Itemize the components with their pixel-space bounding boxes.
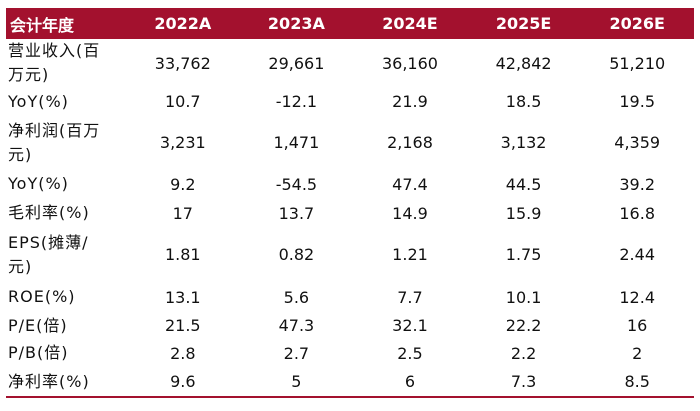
row-label: P/E(倍) xyxy=(8,315,68,335)
table-row: EPS(摊薄/元) 1.81 0.82 1.21 1.75 2.44 xyxy=(6,227,694,282)
value-cell: 21.9 xyxy=(392,92,428,111)
value-cell: 7.7 xyxy=(397,287,423,307)
row-label: ROE(%) xyxy=(8,287,76,306)
value-cell: 13.7 xyxy=(278,203,315,223)
header-cell: 2025E xyxy=(466,8,581,39)
value-cell: 39.2 xyxy=(619,174,655,194)
value-cell: 1.21 xyxy=(392,245,428,264)
table-row: YoY(%) 9.2 -54.5 47.4 44.5 39.2 xyxy=(6,169,694,199)
row-label-cell: YoY(%) xyxy=(6,169,126,199)
row-label: 营业收入(百万元) xyxy=(8,41,101,84)
row-label: EPS(摊薄/元) xyxy=(8,232,89,276)
value-cell: -54.5 xyxy=(275,174,318,194)
value-cell: 3,231 xyxy=(159,133,206,152)
value-cell: 51,210 xyxy=(609,53,666,73)
value-cell: 2.5 xyxy=(397,343,423,363)
value-cell: 2.44 xyxy=(619,245,655,264)
table-row: ROE(%) 13.1 5.6 7.7 10.1 12.4 xyxy=(6,282,694,312)
value-cell: 2.8 xyxy=(170,343,196,363)
row-label-cell: P/B(倍) xyxy=(6,339,126,367)
row-label: 毛利率(%) xyxy=(8,203,90,222)
value-cell: 2,168 xyxy=(387,133,433,152)
table-row: P/E(倍) 21.5 47.3 32.1 22.2 16 xyxy=(6,312,694,339)
row-label-cell: 净利润(百万元) xyxy=(6,116,126,169)
row-label: P/B(倍) xyxy=(8,343,69,362)
value-cell: 2.7 xyxy=(283,343,310,363)
value-cell: 12.4 xyxy=(619,287,655,307)
value-cell: 36,160 xyxy=(381,53,438,73)
value-cell: 47.3 xyxy=(278,316,315,335)
value-cell: 6 xyxy=(353,367,467,398)
value-cell: 2.2 xyxy=(510,343,537,363)
value-cell: 15.9 xyxy=(505,203,542,223)
row-label-cell: 营业收入(百万元) xyxy=(6,39,126,87)
value-cell: 16 xyxy=(627,316,648,335)
value-cell: 9.2 xyxy=(170,174,196,194)
value-cell: -12.1 xyxy=(275,92,318,111)
row-label: 净利率(%) xyxy=(8,371,90,391)
row-label: 净利润(百万元) xyxy=(8,120,101,164)
value-cell: 16.8 xyxy=(619,203,655,223)
header-cell: 2022A xyxy=(126,8,240,39)
header-row: 会计年度 2022A 2023A 2024E 2025E 2026E xyxy=(6,8,694,39)
value-cell: 17 xyxy=(172,203,193,223)
row-label-cell: P/E(倍) xyxy=(6,312,126,339)
value-cell: 10.1 xyxy=(505,287,542,307)
value-cell: 0.82 xyxy=(278,245,315,264)
value-cell: 2 xyxy=(632,343,643,363)
row-label-cell: 净利率(%) xyxy=(6,367,126,398)
row-label-cell: YoY(%) xyxy=(6,87,126,116)
table-row: 营业收入(百万元) 33,762 29,661 36,160 42,842 51,210 xyxy=(6,39,694,87)
value-cell: 19.5 xyxy=(619,92,655,111)
value-cell: 33,762 xyxy=(154,53,211,73)
table-row: 毛利率(%) 17 13.7 14.9 15.9 16.8 xyxy=(6,199,694,227)
header-cell: 会计年度 xyxy=(6,8,126,39)
row-label: YoY(%) xyxy=(8,91,69,111)
table-body: 营业收入(百万元) 33,762 29,661 36,160 42,842 51,210 Y… xyxy=(6,39,694,398)
row-label-cell: 毛利率(%) xyxy=(6,199,126,227)
value-cell: 18.5 xyxy=(505,92,542,111)
header-cell: 2026E xyxy=(580,8,694,39)
value-cell: 44.5 xyxy=(505,174,542,194)
value-cell: 21.5 xyxy=(164,316,201,335)
row-label-cell: ROE(%) xyxy=(6,282,126,312)
value-cell: 5.6 xyxy=(283,287,310,307)
value-cell: 47.4 xyxy=(392,174,428,194)
header-cell: 2024E xyxy=(353,8,467,39)
value-cell: 22.2 xyxy=(505,316,542,335)
value-cell: 10.7 xyxy=(164,92,201,111)
value-cell: 42,842 xyxy=(495,53,552,73)
value-cell: 14.9 xyxy=(392,203,428,223)
value-cell: 1,471 xyxy=(273,133,320,152)
header-cell: 2023A xyxy=(239,8,354,39)
value-cell: 7.3 xyxy=(466,367,581,398)
value-cell: 1.81 xyxy=(164,245,201,264)
value-cell: 4,359 xyxy=(614,133,661,152)
table-row: P/B(倍) 2.8 2.7 2.5 2.2 2 xyxy=(6,339,694,367)
row-label-cell: EPS(摊薄/元) xyxy=(6,227,126,282)
value-cell: 9.6 xyxy=(126,367,240,398)
value-cell: 32.1 xyxy=(392,316,428,335)
table-row: YoY(%) 10.7 -12.1 21.9 18.5 19.5 xyxy=(6,87,694,116)
value-cell: 8.5 xyxy=(580,367,694,398)
value-cell: 1.75 xyxy=(505,245,542,264)
table-row: 净利润(百万元) 3,231 1,471 2,168 3,132 4,359 xyxy=(6,116,694,169)
table-row: 净利率(%) 9.6 5 6 7.3 8.5 xyxy=(6,367,694,398)
value-cell: 13.1 xyxy=(164,287,201,307)
value-cell: 29,661 xyxy=(268,53,325,73)
row-label: YoY(%) xyxy=(8,174,69,193)
financial-table: 会计年度 2022A 2023A 2024E 2025E 2026E 营业收入(百万元) 3… xyxy=(6,8,694,398)
value-cell: 3,132 xyxy=(500,133,547,152)
value-cell: 5 xyxy=(239,367,354,398)
